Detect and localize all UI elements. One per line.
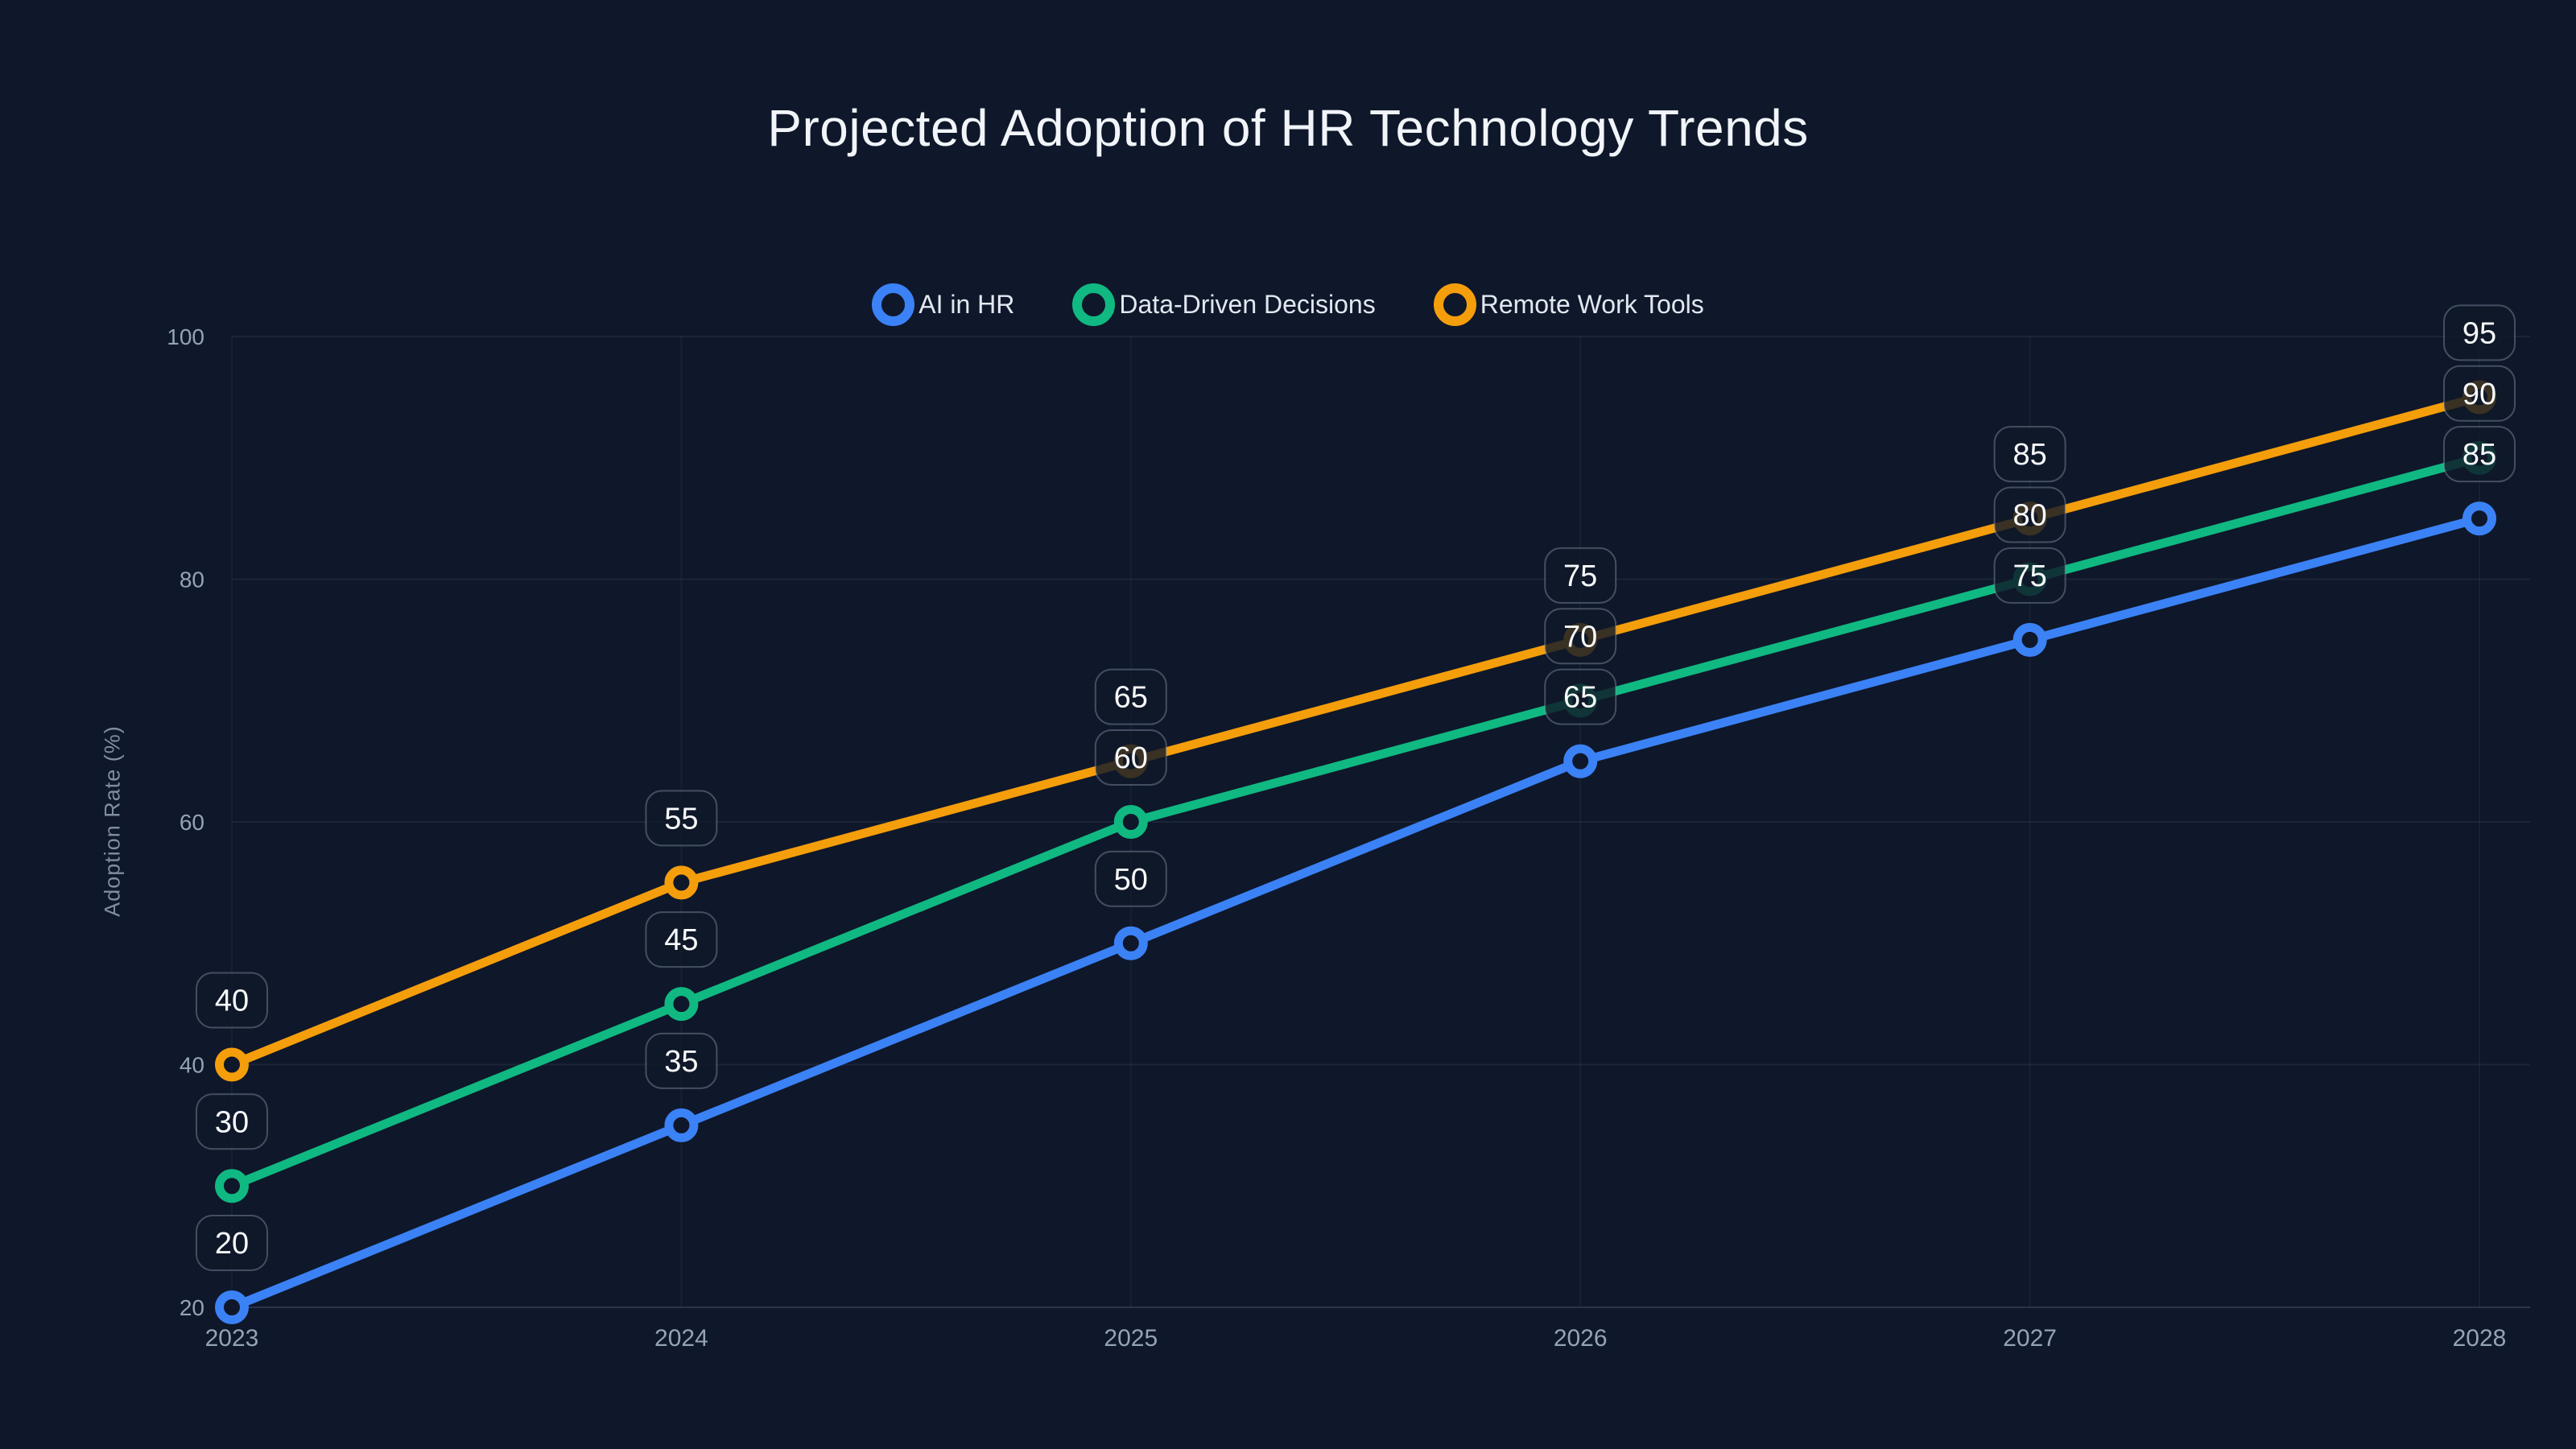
value-badge-remote-work-tools-2025[interactable]	[1094, 668, 1167, 725]
data-point-data-driven-decisions-2023[interactable]	[215, 1169, 249, 1203]
legend-label: Remote Work Tools	[1480, 290, 1704, 319]
value-badge-ai-in-hr-2027[interactable]	[1993, 547, 2066, 604]
value-badge-label: 95	[2462, 316, 2496, 350]
legend-item-ai-in-hr[interactable]: AI in HR	[872, 283, 1014, 326]
value-badge-remote-work-tools-2023[interactable]	[196, 972, 268, 1029]
data-point-ai-in-hr-2027[interactable]	[2013, 622, 2047, 657]
value-badge-ai-in-hr-2028[interactable]	[2443, 426, 2516, 483]
value-badge-label: 75	[2013, 559, 2046, 593]
legend-label: Data-Driven Decisions	[1119, 290, 1376, 319]
chart-legend: AI in HR Data-Driven Decisions Remote Wo…	[0, 283, 2576, 326]
series-line-remote-work-tools[interactable]	[227, 392, 2484, 1069]
value-badge-ai-in-hr-2025[interactable]	[1094, 850, 1167, 907]
y-tick-label-20: 20	[180, 1295, 204, 1320]
chart-title: Projected Adoption of HR Technology Tren…	[767, 99, 1809, 157]
series-line-data-driven-decisions[interactable]	[227, 453, 2484, 1191]
series-line-ai-in-hr[interactable]	[227, 514, 2484, 1312]
value-badge-label: 35	[664, 1045, 698, 1079]
value-badge-label: 80	[2013, 499, 2046, 533]
value-badge-remote-work-tools-2027[interactable]	[1993, 426, 2066, 483]
value-badge-data-driven-decisions-2028[interactable]	[2443, 365, 2516, 422]
value-badge-label: 20	[215, 1227, 249, 1261]
value-badge-label: 40	[215, 985, 249, 1018]
value-badge-ai-in-hr-2026[interactable]	[1544, 668, 1617, 725]
value-badge-label: 65	[1563, 681, 1597, 715]
y-tick-label-60: 60	[180, 810, 204, 835]
data-point-ai-in-hr-2024[interactable]	[664, 1108, 699, 1142]
x-tick-label-2025: 2025	[1104, 1325, 1158, 1352]
value-badge-data-driven-decisions-2026[interactable]	[1544, 608, 1617, 665]
data-point-ai-in-hr-2028[interactable]	[2462, 502, 2496, 536]
value-badge-data-driven-decisions-2024[interactable]	[645, 911, 718, 968]
value-badge-label: 55	[664, 802, 698, 836]
x-tick-label-2024: 2024	[654, 1325, 708, 1352]
data-point-ai-in-hr-2025[interactable]	[1113, 926, 1148, 960]
data-point-data-driven-decisions-2025[interactable]	[1113, 805, 1148, 839]
value-badge-label: 50	[1114, 863, 1148, 897]
value-badge-label: 85	[2013, 438, 2046, 472]
y-tick-label-40: 40	[180, 1053, 204, 1078]
value-badge-data-driven-decisions-2025[interactable]	[1094, 729, 1167, 786]
legend-item-data-driven-decisions[interactable]: Data-Driven Decisions	[1072, 283, 1376, 326]
y-tick-label-100: 100	[167, 324, 204, 349]
data-point-ai-in-hr-2026[interactable]	[1563, 744, 1598, 778]
value-badge-data-driven-decisions-2023[interactable]	[196, 1093, 268, 1150]
value-badge-label: 70	[1563, 620, 1597, 654]
x-tick-label-2023: 2023	[205, 1325, 259, 1352]
legend-item-remote-work-tools[interactable]: Remote Work Tools	[1433, 283, 1704, 326]
value-badge-label: 85	[2462, 438, 2496, 472]
value-badge-remote-work-tools-2026[interactable]	[1544, 547, 1617, 604]
data-point-ai-in-hr-2023[interactable]	[215, 1290, 249, 1324]
value-badge-label: 45	[664, 923, 698, 957]
x-tick-label-2027: 2027	[2003, 1325, 2057, 1352]
x-tick-label-2028: 2028	[2453, 1325, 2507, 1352]
value-badge-label: 60	[1114, 741, 1148, 775]
data-point-data-driven-decisions-2024[interactable]	[664, 987, 699, 1022]
legend-label: AI in HR	[919, 290, 1015, 319]
y-tick-label-80: 80	[180, 568, 204, 592]
value-badge-label: 65	[1114, 681, 1148, 715]
x-tick-label-2026: 2026	[1554, 1325, 1608, 1352]
value-badge-data-driven-decisions-2027[interactable]	[1993, 486, 2066, 543]
value-badge-label: 30	[215, 1105, 249, 1139]
value-badge-remote-work-tools-2028[interactable]	[2443, 304, 2516, 361]
data-point-remote-work-tools-2023[interactable]	[215, 1047, 249, 1082]
data-point-remote-work-tools-2024[interactable]	[664, 865, 699, 900]
value-badge-label: 90	[2462, 378, 2496, 411]
value-badge-ai-in-hr-2024[interactable]	[645, 1032, 718, 1089]
value-badge-label: 75	[1563, 559, 1597, 593]
value-badge-ai-in-hr-2023[interactable]	[196, 1215, 268, 1271]
value-badge-remote-work-tools-2024[interactable]	[645, 790, 718, 847]
